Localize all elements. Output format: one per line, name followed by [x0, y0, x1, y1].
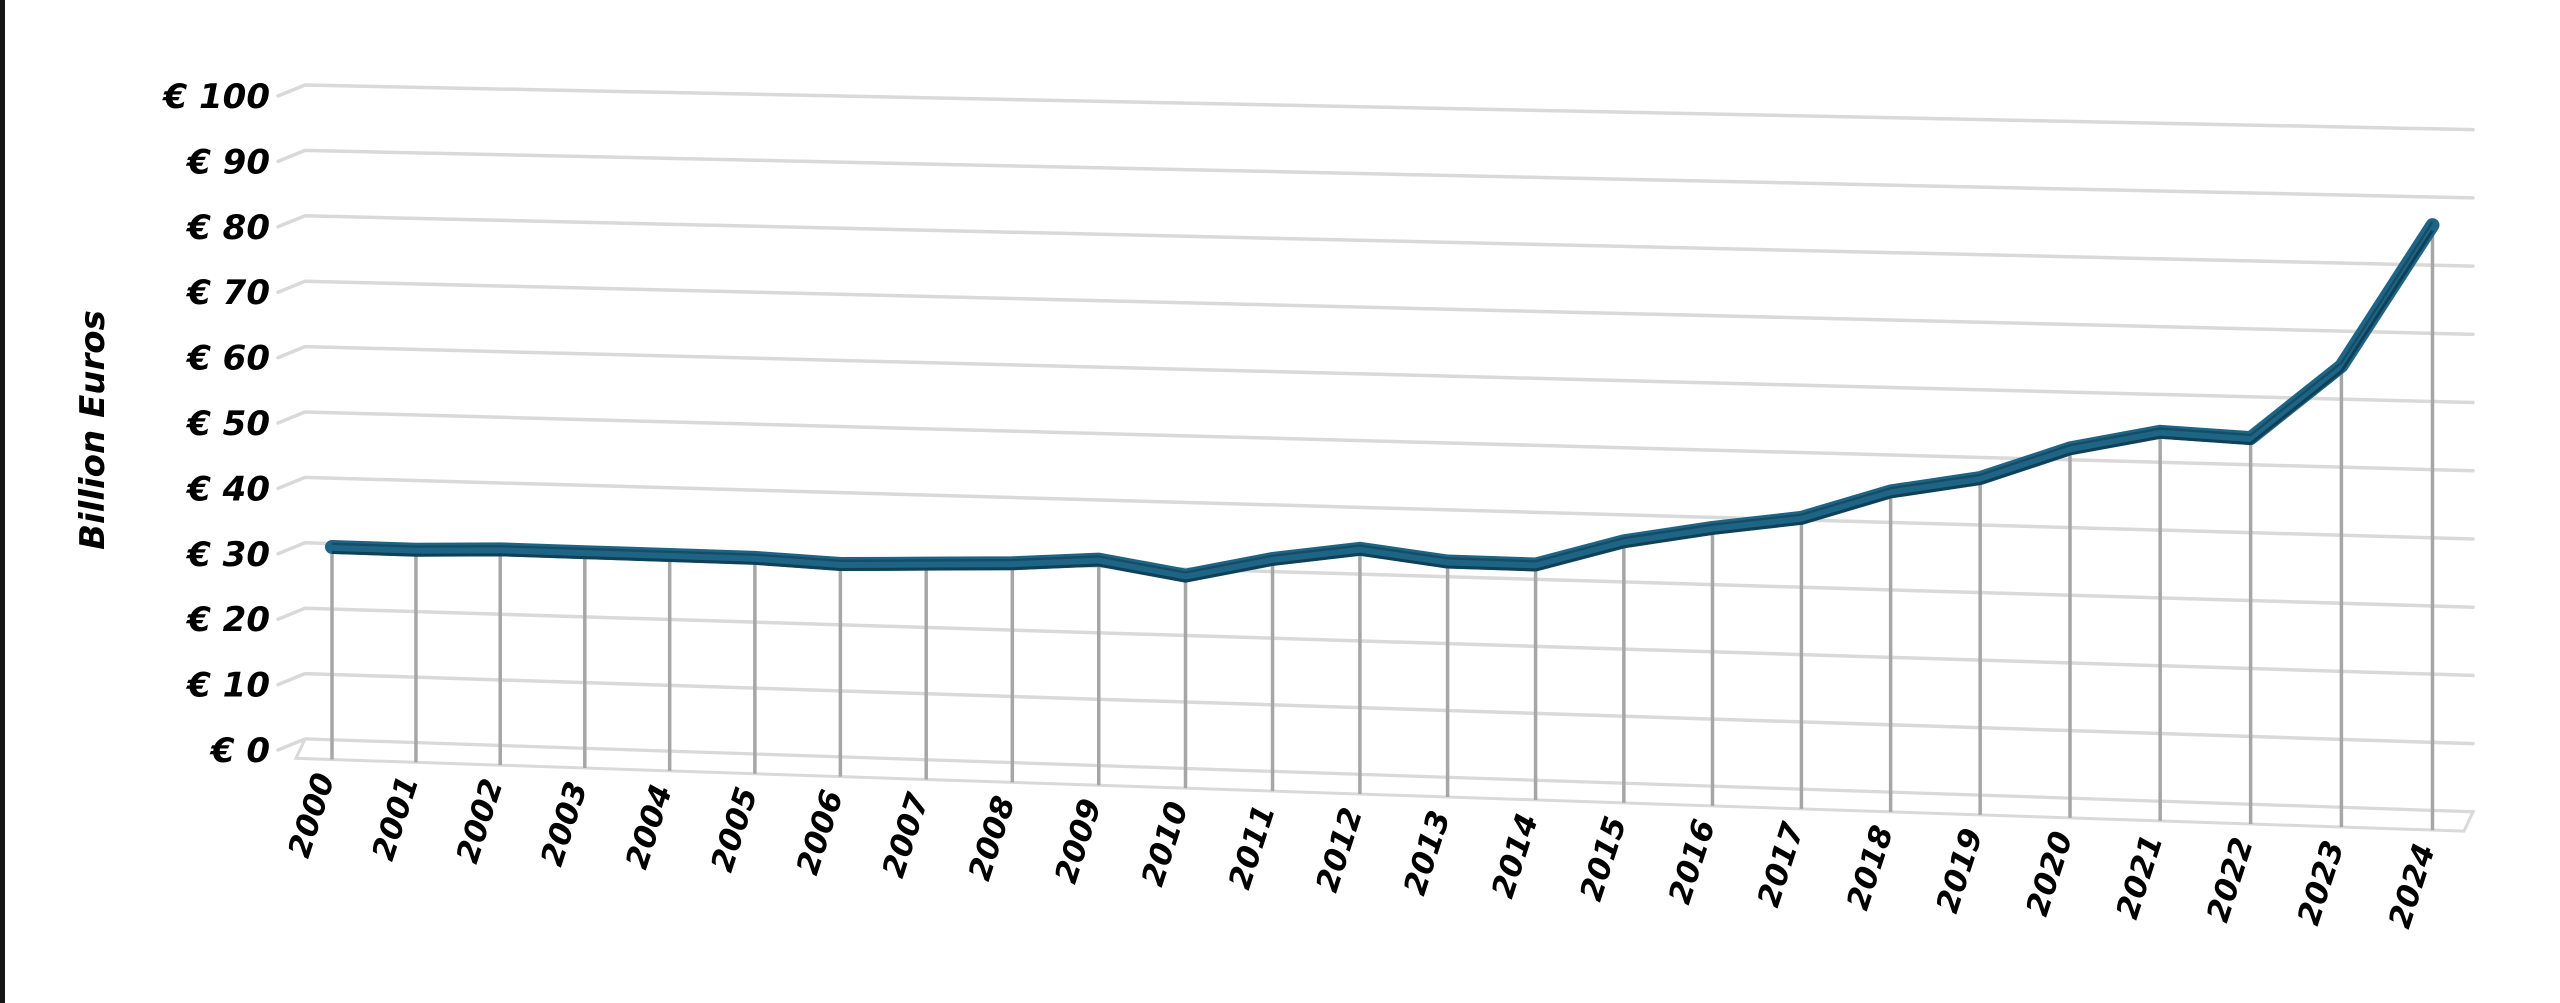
x-tick-label-2008: 2008: [962, 792, 1023, 885]
x-tick-label-2001: 2001: [365, 772, 426, 865]
gridline-90: [276, 148, 2475, 200]
y-tick-label-0: € 0: [209, 731, 270, 771]
gridline-30: [276, 541, 2475, 609]
data-line-top-bevel: [331, 221, 2434, 574]
x-tick-label-2016: 2016: [1662, 815, 1723, 908]
y-axis-title: Billion Euros: [73, 310, 113, 550]
x-tick-label-2013: 2013: [1397, 806, 1458, 899]
x-tick-label-2007: 2007: [876, 788, 937, 882]
gridline-50: [276, 410, 2475, 473]
gridline-100: [276, 83, 2475, 132]
gridline-40: [276, 475, 2475, 541]
x-tick-label-2002: 2002: [450, 774, 511, 867]
x-tick-label-2005: 2005: [704, 783, 765, 876]
x-tick-label-2003: 2003: [534, 777, 595, 870]
x-tick-label-2009: 2009: [1048, 795, 1109, 888]
x-tick-label-2018: 2018: [1840, 821, 1901, 914]
x-tick-label-2023: 2023: [2291, 836, 2352, 929]
x-tick-label-2006: 2006: [790, 786, 851, 879]
y-tick-label-80: € 80: [185, 208, 270, 248]
x-tick-label-2000: 2000: [281, 769, 342, 862]
x-tick-label-2017: 2017: [1751, 818, 1812, 912]
data-line-bottom-edge: [331, 229, 2434, 583]
y-tick-label-100: € 100: [162, 77, 270, 117]
y-tick-label-50: € 50: [185, 404, 270, 444]
gridlines-group: [276, 83, 2475, 814]
gridline-70: [276, 279, 2475, 337]
y-tick-label-20: € 20: [185, 600, 270, 640]
gridline-20: [276, 606, 2475, 678]
x-tick-label-2010: 2010: [1135, 797, 1196, 890]
y-tick-label-70: € 70: [185, 273, 270, 313]
gridline-60: [276, 344, 2475, 405]
x-tick-label-2015: 2015: [1573, 812, 1634, 905]
floor-plane: [293, 737, 2476, 833]
y-tick-label-90: € 90: [185, 142, 270, 182]
x-tick-label-2014: 2014: [1485, 809, 1546, 902]
x-tick-label-2012: 2012: [1309, 803, 1370, 896]
y-tick-label-40: € 40: [185, 469, 270, 509]
data-ribbon-group: [325, 218, 2440, 583]
y-tick-label-10: € 10: [185, 666, 270, 706]
left-edge-bar: [0, 0, 5, 1003]
x-tick-label-2021: 2021: [2110, 830, 2171, 923]
floor-plane-group: [293, 737, 2476, 833]
droplines-group: [330, 225, 2435, 831]
data-line: [325, 218, 2440, 583]
x-tick-label-2022: 2022: [2200, 833, 2261, 926]
gridline-80: [276, 214, 2475, 268]
x-tick-label-2024: 2024: [2382, 839, 2443, 932]
x-tick-label-2019: 2019: [1930, 824, 1991, 917]
y-tick-label-60: € 60: [185, 339, 270, 379]
y-tick-label-30: € 30: [185, 535, 270, 575]
x-tick-label-2020: 2020: [2019, 827, 2080, 920]
gridline-10: [276, 671, 2475, 746]
x-tick-label-2004: 2004: [619, 780, 680, 873]
x-tick-label-2011: 2011: [1222, 800, 1283, 893]
y-axis-tick-labels: € 0 € 10 € 20 € 30 € 40 € 50 € 60 € 70 € 80 € 90 €…: [162, 77, 270, 771]
